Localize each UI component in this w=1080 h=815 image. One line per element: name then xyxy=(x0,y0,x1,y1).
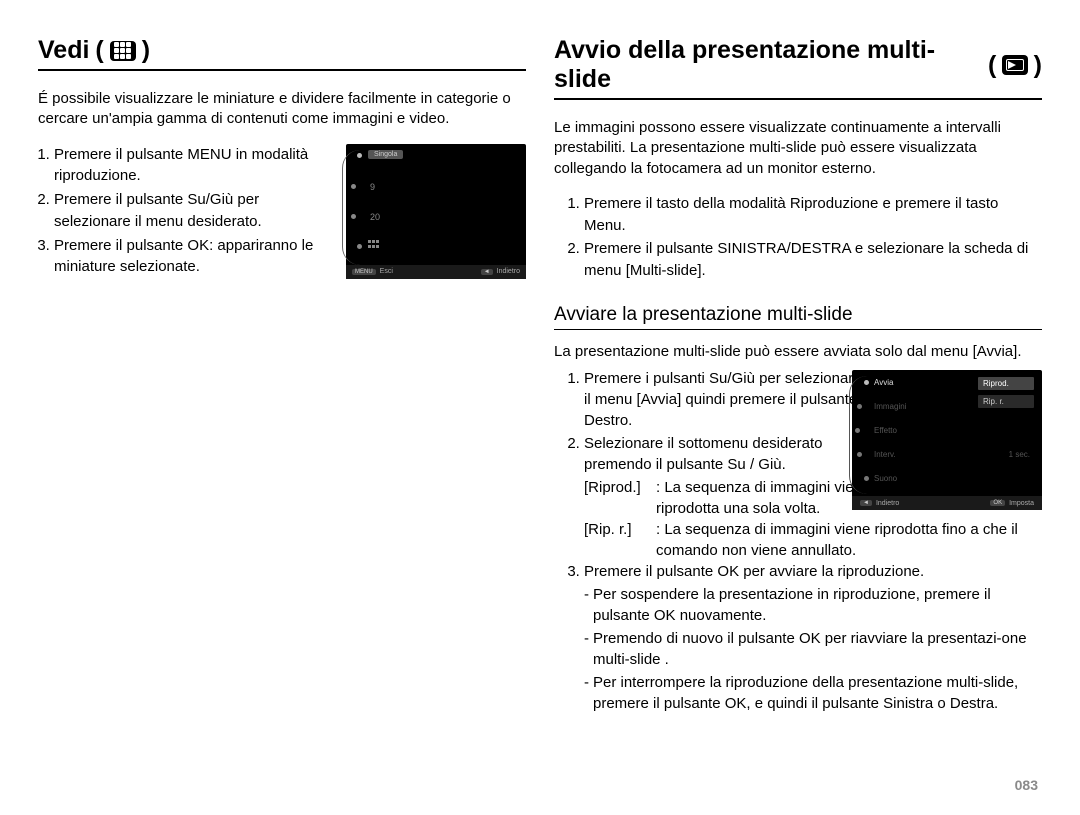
shot1-esci: Esci xyxy=(380,268,393,275)
shot2-menu-4: Interv. xyxy=(874,450,896,459)
right-top-steps: Premere il tasto della modalità Riproduz… xyxy=(554,193,1042,282)
shot2-opt-ripr: Rip. r. xyxy=(978,395,1034,408)
bullet-2: Premendo di nuovo il pulsante OK per ria… xyxy=(593,628,1042,670)
paren-open: ( xyxy=(95,36,103,65)
shot2-val-interv: 1 sec. xyxy=(1009,450,1030,459)
shot1-tag: Singola xyxy=(368,150,403,159)
left-steps: Premere il pulsante MENU in modalità rip… xyxy=(38,144,332,281)
bullet-3: Per interrompere la riproduzione della p… xyxy=(593,672,1042,714)
right-heading: Avvio della presentazione multi-slide ( … xyxy=(554,36,1042,100)
def-ripr-text: : La sequenza di immagini viene riprodot… xyxy=(656,519,1042,561)
shot1-indietro: Indietro xyxy=(497,268,520,275)
slideshow-icon xyxy=(1002,55,1027,75)
right-subheading: Avviare la presentazione multi-slide xyxy=(554,304,1042,330)
grid-view-icon xyxy=(110,41,136,61)
shot2-indietro: Indietro xyxy=(876,500,899,507)
left-title: Vedi xyxy=(38,36,89,65)
shot2-opt-riprod: Riprod. xyxy=(978,377,1034,390)
def-ripr: [Rip. r.] : La sequenza di immagini vien… xyxy=(554,519,1042,561)
right-substep-3: Premere il pulsante OK per avviare la ri… xyxy=(584,561,1042,582)
right-substep-2: Selezionare il sottomenu desiderato prem… xyxy=(584,433,864,475)
shot2-menu-1: Avvia xyxy=(874,378,893,387)
def-riprod-text: : La sequenza di immagini viene riprodot… xyxy=(656,477,876,519)
page-number: 083 xyxy=(1015,777,1038,793)
shot1-num2: 20 xyxy=(370,212,380,222)
camera-screenshot-slideshow: Avvia Immagini Effetto Interv. Suono Rip… xyxy=(852,370,1042,510)
def-riprod-term: [Riprod.] xyxy=(584,477,650,519)
shot2-back-btn: ◄ xyxy=(860,500,872,506)
bullet-1: Per sospendere la presentazione in ripro… xyxy=(593,584,1042,626)
shot1-menu-btn: MENU xyxy=(352,269,376,275)
right-title: Avvio della presentazione multi-slide xyxy=(554,36,982,94)
shot2-imposta: Imposta xyxy=(1009,500,1034,507)
left-step-2: Premere il pulsante Su/Giù per seleziona… xyxy=(54,189,332,233)
shot1-num1: 9 xyxy=(370,182,375,192)
shot2-menu-3: Effetto xyxy=(874,426,897,435)
right-subintro: La presentazione multi-slide può essere … xyxy=(554,342,1042,362)
left-heading: Vedi ( ) xyxy=(38,36,526,71)
left-step-3: Premere il pulsante OK: appariranno le m… xyxy=(54,235,332,279)
paren-close: ) xyxy=(142,36,150,65)
camera-screenshot-grid: Singola 9 20 MENU Esci ◄ Indietro xyxy=(346,144,526,279)
right-substeps-3: Premere il pulsante OK per avviare la ri… xyxy=(554,561,1042,582)
right-intro: Le immagini possono essere visualizzate … xyxy=(554,118,1042,179)
shot2-menu-2: Immagini xyxy=(874,402,906,411)
shot2-menu-5: Suono xyxy=(874,474,897,483)
right-bullets: -Per sospendere la presentazione in ripr… xyxy=(554,584,1042,714)
left-step-1: Premere il pulsante MENU in modalità rip… xyxy=(54,144,332,188)
right-topstep-1: Premere il tasto della modalità Riproduz… xyxy=(584,193,1042,237)
def-ripr-term: [Rip. r.] xyxy=(584,519,650,561)
shot1-back-btn: ◄ xyxy=(481,269,493,275)
right-topstep-2: Premere il pulsante SINISTRA/DESTRA e se… xyxy=(584,238,1042,282)
left-intro: É possibile visualizzare le miniature e … xyxy=(38,89,526,130)
shot2-ok-btn: OK xyxy=(990,500,1005,506)
right-substep-1: Premere i pulsanti Su/Giù per selezionar… xyxy=(584,368,864,431)
